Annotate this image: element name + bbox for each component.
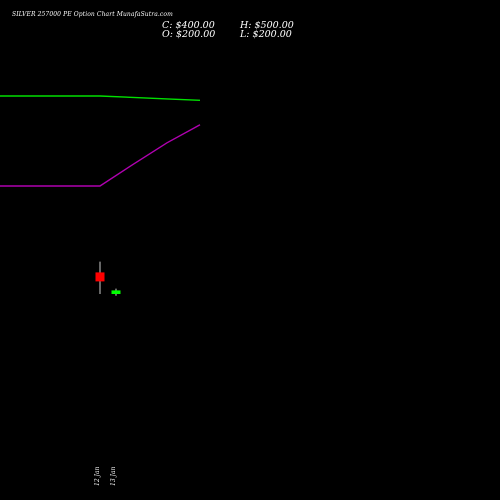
x-tick-label: 12 Jan (94, 466, 101, 486)
high-value: H: $500.00 (240, 20, 294, 31)
x-tick-label: 13 Jan (110, 466, 117, 486)
green-indicator-line (0, 95, 201, 101)
open-value: O: $200.00 (162, 29, 216, 40)
close-value: C: $400.00 (162, 20, 215, 31)
chart-title: SILVER 257000 PE Option Chart MunafaSutr… (12, 11, 173, 18)
x-axis-ticks: 12 Jan 13 Jan (94, 466, 117, 486)
purple-indicator-line (0, 124, 201, 187)
low-value: L: $200.00 (240, 29, 292, 40)
candle-body (111, 290, 121, 294)
candle-body (95, 272, 105, 282)
candles (95, 261, 121, 296)
indicator-lines (0, 95, 201, 187)
